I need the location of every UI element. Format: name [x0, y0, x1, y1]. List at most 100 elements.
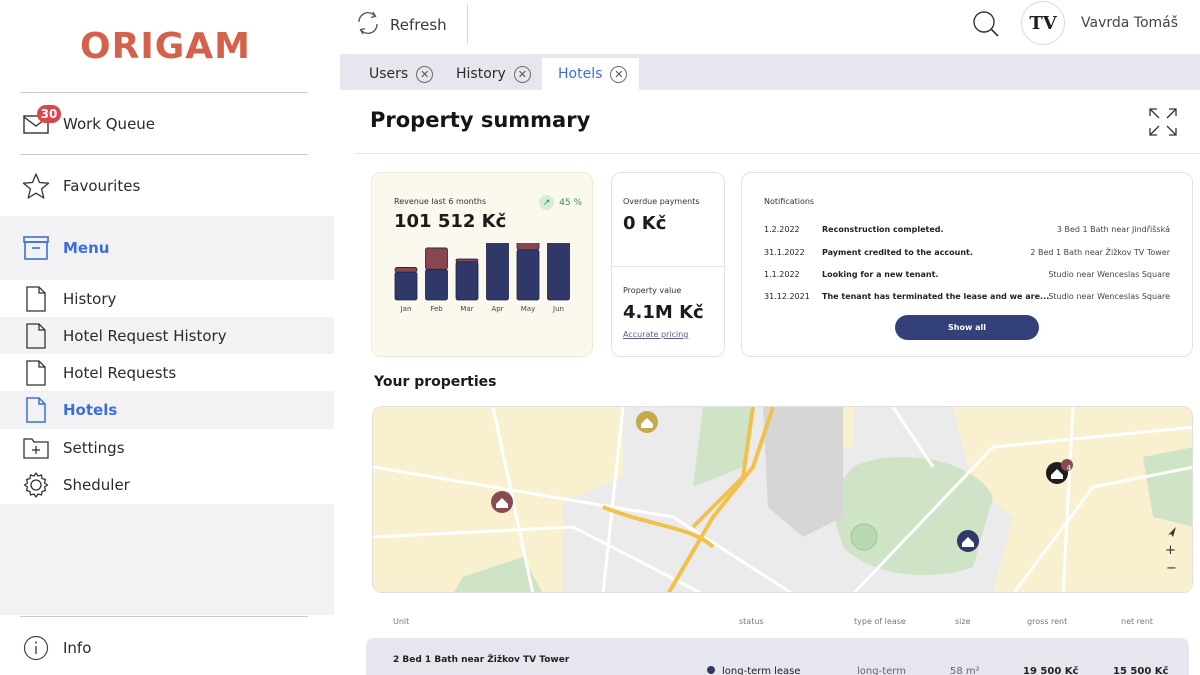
refresh-label: Refresh [390, 16, 447, 34]
info-icon [22, 634, 50, 662]
gear-icon [22, 471, 50, 499]
column-header[interactable]: type of lease [854, 617, 906, 626]
document-icon [22, 359, 50, 387]
column-header[interactable]: size [955, 617, 971, 626]
zoom-in-icon[interactable]: + [1165, 543, 1176, 558]
map-pin-home-cluster[interactable] [1046, 459, 1073, 484]
tab-label: Hotels [558, 66, 603, 82]
sidebar-item-hotel-request-history[interactable]: Hotel Request History [0, 317, 334, 354]
divider [467, 4, 468, 44]
tab-label: Users [369, 66, 409, 82]
notification-property: 3 Bed 1 Bath near Jindřišská [1056, 225, 1170, 234]
document-icon [22, 396, 50, 424]
trend-value: 45 % [559, 197, 582, 208]
zoom-out-icon[interactable]: − [1166, 561, 1177, 576]
x-tick-label: Jun [552, 305, 564, 313]
revenue-bar-chart: Jan Feb Mar Apr May Jun [394, 243, 570, 313]
x-tick-label: Apr [491, 305, 503, 313]
work-queue-label: Work Queue [63, 115, 156, 133]
table-row[interactable] [366, 638, 1189, 675]
sidebar-item-settings[interactable]: Settings [0, 429, 334, 466]
map-pin-home[interactable] [636, 411, 658, 433]
bar-jan-s1 [394, 267, 418, 273]
map-pin-home[interactable] [957, 530, 979, 552]
sidebar-favourites[interactable]: Favourites [0, 170, 334, 202]
sidebar-item-history[interactable]: History [0, 281, 334, 317]
column-header[interactable]: status [739, 617, 764, 626]
menu-label: Menu [63, 239, 110, 257]
document-icon [22, 322, 50, 350]
document-icon [22, 285, 50, 313]
revenue-value: 101 512 Kč [394, 211, 507, 232]
tab-hotels[interactable]: Hotels ✕ [542, 58, 640, 90]
close-icon[interactable]: ✕ [513, 65, 531, 83]
expand-icon[interactable] [1148, 107, 1178, 141]
sidebar-info[interactable]: Info [0, 633, 334, 663]
accurate-pricing-link[interactable]: Accurate pricing [623, 330, 689, 339]
revenue-card: Revenue last 6 months ↗ 45 % 101 512 Kč … [371, 172, 593, 357]
notification-date: 31.12.2021 [764, 292, 810, 301]
avatar[interactable]: TV [1021, 1, 1065, 45]
properties-map[interactable]: 4 + − [372, 406, 1193, 593]
x-tick-label: Mar [460, 305, 473, 313]
map-pin-home[interactable] [491, 491, 513, 513]
tab-bar: Users ✕ History ✕ Hotels ✕ [340, 54, 1200, 90]
column-header[interactable]: net rent [1121, 617, 1153, 626]
revenue-trend: ↗ 45 % [539, 195, 582, 210]
bar-feb-s0 [425, 268, 448, 301]
sidebar-item-label: Settings [63, 438, 125, 457]
sidebar-item-label: Hotel Request History [63, 326, 227, 345]
properties-title: Your properties [374, 374, 497, 390]
size-value: 58 m² [950, 666, 980, 675]
user-name[interactable]: Vavrda Tomáš [1081, 15, 1179, 31]
property-value: 4.1M Kč [623, 302, 704, 323]
sidebar-item-sheduler[interactable]: Sheduler [0, 466, 334, 504]
map-zoom-controls[interactable] [1168, 527, 1176, 537]
refresh-button[interactable]: Refresh [354, 10, 447, 40]
close-icon[interactable]: ✕ [416, 65, 434, 83]
sidebar-item-hotels[interactable]: Hotels [0, 391, 334, 429]
sidebar-item-label: Sheduler [63, 476, 130, 494]
divider [20, 92, 308, 93]
divider [612, 266, 724, 267]
sidebar-item-label: History [63, 290, 117, 308]
work-queue-badge: 30 [37, 105, 61, 123]
notification-property: Studio near Wenceslas Square [1048, 270, 1170, 279]
folder-plus-icon [22, 434, 50, 462]
bar-feb-s1 [425, 247, 448, 270]
divider [20, 154, 308, 155]
property-value-label: Property value [623, 286, 682, 295]
x-tick-label: May [521, 305, 535, 313]
notification-date: 1.1.2022 [764, 270, 800, 279]
x-tick-label: Feb [430, 305, 443, 313]
bar-mar-s0 [455, 261, 479, 301]
tab-users[interactable]: Users ✕ [353, 58, 445, 90]
sidebar-empty-area [0, 504, 334, 615]
column-header[interactable]: gross rent [1027, 617, 1068, 626]
close-icon[interactable]: ✕ [610, 65, 628, 83]
notification-text: Looking for a new tenant. [822, 270, 939, 279]
column-header[interactable]: Unit [393, 617, 410, 626]
notification-date: 31.1.2022 [764, 248, 805, 257]
notification-text: Reconstruction completed. [822, 225, 944, 234]
notifications-title: Notifications [764, 197, 815, 206]
sidebar-footer [0, 615, 334, 675]
bar-jun-s0 [547, 243, 570, 301]
bar-mar-s1 [455, 258, 479, 263]
divider [355, 153, 1200, 154]
overdue-label: Overdue payments [623, 197, 700, 206]
sidebar-item-label: Hotels [63, 401, 118, 419]
show-all-button[interactable]: Show all [895, 315, 1039, 340]
gross-rent: 19 500 Kč [1023, 666, 1079, 675]
sidebar-item-label: Hotel Requests [63, 363, 177, 382]
sidebar-menu-header[interactable]: Menu [0, 216, 334, 280]
sidebar-item-hotel-requests[interactable]: Hotel Requests [0, 354, 334, 391]
lease-type: long-term [857, 666, 906, 675]
refresh-icon [354, 10, 382, 40]
notifications-card: Notifications 1.2.2022 Reconstruction co… [741, 172, 1193, 357]
tab-history[interactable]: History ✕ [440, 58, 543, 90]
notification-text: Payment credited to the account. [822, 248, 973, 257]
x-tick-label: Jan [400, 305, 412, 313]
search-icon[interactable] [972, 10, 1000, 42]
revenue-label: Revenue last 6 months [394, 197, 487, 206]
